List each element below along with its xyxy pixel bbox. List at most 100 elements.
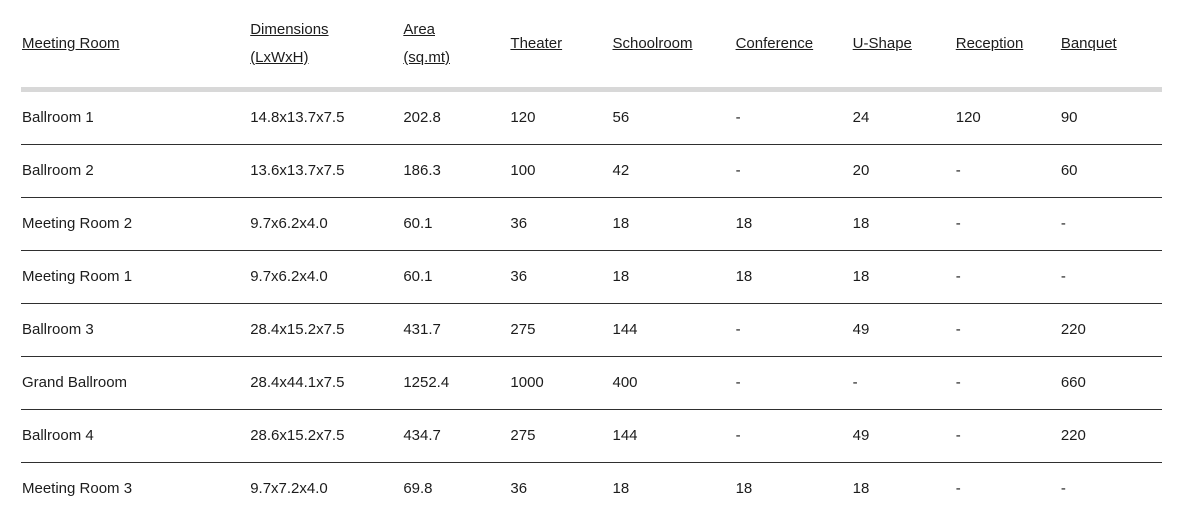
table-row: Grand Ballroom 28.4x44.1x7.5 1252.4 1000 400… (21, 357, 1162, 410)
cell-conference: 18 (735, 268, 753, 285)
cell-u-shape: 49 (852, 427, 870, 444)
cell-u-shape: 18 (852, 215, 870, 232)
cell-area: 431.7 (403, 321, 441, 338)
cell-u-shape: 24 (852, 109, 870, 126)
cell-theater: 275 (510, 427, 536, 444)
cell-schoolroom: 144 (612, 427, 638, 444)
cell-conference: 18 (735, 215, 753, 232)
column-header-label: Conference (735, 35, 814, 52)
column-header-meeting-room[interactable]: Meeting Room (21, 0, 249, 90)
cell-reception: - (955, 162, 961, 179)
column-header-area[interactable]: Area (sq.mt) (402, 0, 509, 90)
column-header-label: Banquet (1060, 35, 1117, 52)
cell-theater: 100 (510, 162, 536, 179)
column-header-label: Reception (955, 35, 1024, 52)
table-body: Ballroom 1 14.8x13.7x7.5 202.8 120 56 - 24 120 9… (21, 90, 1162, 516)
cell-meeting-room: Ballroom 2 (22, 162, 94, 179)
cell-schoolroom: 144 (612, 321, 638, 338)
cell-meeting-room: Meeting Room 3 (22, 480, 133, 497)
cell-u-shape: 18 (852, 268, 870, 285)
column-header-schoolroom[interactable]: Schoolroom (611, 0, 734, 90)
cell-conference: - (735, 427, 741, 444)
column-header-label: Dimensions (250, 21, 329, 38)
cell-theater: 1000 (510, 374, 544, 391)
cell-dimensions: 9.7x6.2x4.0 (250, 268, 328, 285)
meeting-room-capacity-table: Meeting Room Dimensions (LxWxH) Area (sq.mt)… (21, 0, 1162, 515)
cell-conference: 18 (735, 480, 753, 497)
cell-u-shape: - (852, 374, 858, 391)
meeting-room-capacity-section: Meeting Room Dimensions (LxWxH) Area (sq.mt)… (21, 0, 1187, 515)
cell-area: 60.1 (403, 215, 433, 232)
cell-dimensions: 9.7x6.2x4.0 (250, 215, 328, 232)
cell-theater: 120 (510, 109, 536, 126)
cell-meeting-room: Ballroom 3 (22, 321, 94, 338)
cell-reception: - (955, 215, 961, 232)
cell-area: 202.8 (403, 109, 441, 126)
column-header-label: Theater (510, 35, 563, 52)
cell-meeting-room: Grand Ballroom (22, 374, 128, 391)
cell-dimensions: 28.4x44.1x7.5 (250, 374, 345, 391)
cell-u-shape: 49 (852, 321, 870, 338)
cell-dimensions: 13.6x13.7x7.5 (250, 162, 345, 179)
table-header-row: Meeting Room Dimensions (LxWxH) Area (sq.mt)… (21, 0, 1162, 90)
cell-reception: - (955, 321, 961, 338)
cell-banquet: 220 (1060, 427, 1086, 444)
cell-area: 434.7 (403, 427, 441, 444)
cell-area: 1252.4 (403, 374, 450, 391)
cell-banquet: 60 (1060, 162, 1078, 179)
column-header-conference[interactable]: Conference (735, 0, 852, 90)
cell-schoolroom: 18 (612, 268, 630, 285)
column-header-label: Schoolroom (612, 35, 693, 52)
cell-conference: - (735, 162, 741, 179)
cell-schoolroom: 400 (612, 374, 638, 391)
column-header-sublabel: (LxWxH) (250, 49, 309, 66)
cell-dimensions: 28.4x15.2x7.5 (250, 321, 345, 338)
cell-reception: - (955, 480, 961, 497)
cell-u-shape: 20 (852, 162, 870, 179)
cell-theater: 36 (510, 268, 528, 285)
cell-schoolroom: 18 (612, 480, 630, 497)
cell-theater: 36 (510, 215, 528, 232)
cell-conference: - (735, 374, 741, 391)
table-row: Meeting Room 2 9.7x6.2x4.0 60.1 36 18 18 18 - - (21, 198, 1162, 251)
table-row: Meeting Room 1 9.7x6.2x4.0 60.1 36 18 18 18 - - (21, 251, 1162, 304)
cell-schoolroom: 56 (612, 109, 630, 126)
cell-meeting-room: Ballroom 1 (22, 109, 94, 126)
column-header-dimensions[interactable]: Dimensions (LxWxH) (249, 0, 402, 90)
cell-meeting-room: Meeting Room 2 (22, 215, 133, 232)
column-header-label: Area (403, 21, 435, 38)
cell-reception: - (955, 268, 961, 285)
column-header-label: U-Shape (852, 35, 912, 52)
cell-reception: 120 (955, 109, 981, 126)
cell-banquet: 90 (1060, 109, 1078, 126)
cell-area: 186.3 (403, 162, 441, 179)
cell-schoolroom: 42 (612, 162, 630, 179)
table-row: Ballroom 1 14.8x13.7x7.5 202.8 120 56 - 24 120 9… (21, 90, 1162, 145)
column-header-banquet[interactable]: Banquet (1060, 0, 1162, 90)
column-header-theater[interactable]: Theater (509, 0, 611, 90)
cell-meeting-room: Ballroom 4 (22, 427, 94, 444)
cell-dimensions: 28.6x15.2x7.5 (250, 427, 345, 444)
table-row: Meeting Room 3 9.7x7.2x4.0 69.8 36 18 18 18 - - (21, 463, 1162, 516)
cell-area: 60.1 (403, 268, 433, 285)
table-row: Ballroom 3 28.4x15.2x7.5 431.7 275 144 - 49 - 22… (21, 304, 1162, 357)
cell-banquet: 220 (1060, 321, 1086, 338)
cell-conference: - (735, 109, 741, 126)
column-header-u-shape[interactable]: U-Shape (852, 0, 955, 90)
cell-banquet: - (1060, 480, 1066, 497)
cell-theater: 36 (510, 480, 528, 497)
cell-meeting-room: Meeting Room 1 (22, 268, 133, 285)
cell-theater: 275 (510, 321, 536, 338)
cell-schoolroom: 18 (612, 215, 630, 232)
table-row: Ballroom 4 28.6x15.2x7.5 434.7 275 144 - 49 - 22… (21, 410, 1162, 463)
cell-banquet: - (1060, 215, 1066, 232)
cell-dimensions: 9.7x7.2x4.0 (250, 480, 328, 497)
cell-banquet: 660 (1060, 374, 1086, 391)
column-header-reception[interactable]: Reception (955, 0, 1060, 90)
cell-dimensions: 14.8x13.7x7.5 (250, 109, 345, 126)
table-header: Meeting Room Dimensions (LxWxH) Area (sq.mt)… (21, 0, 1162, 90)
column-header-sublabel: (sq.mt) (403, 49, 450, 66)
column-header-label: Meeting Room (22, 35, 120, 52)
cell-area: 69.8 (403, 480, 433, 497)
table-row: Ballroom 2 13.6x13.7x7.5 186.3 100 42 - 20 - 60 (21, 145, 1162, 198)
